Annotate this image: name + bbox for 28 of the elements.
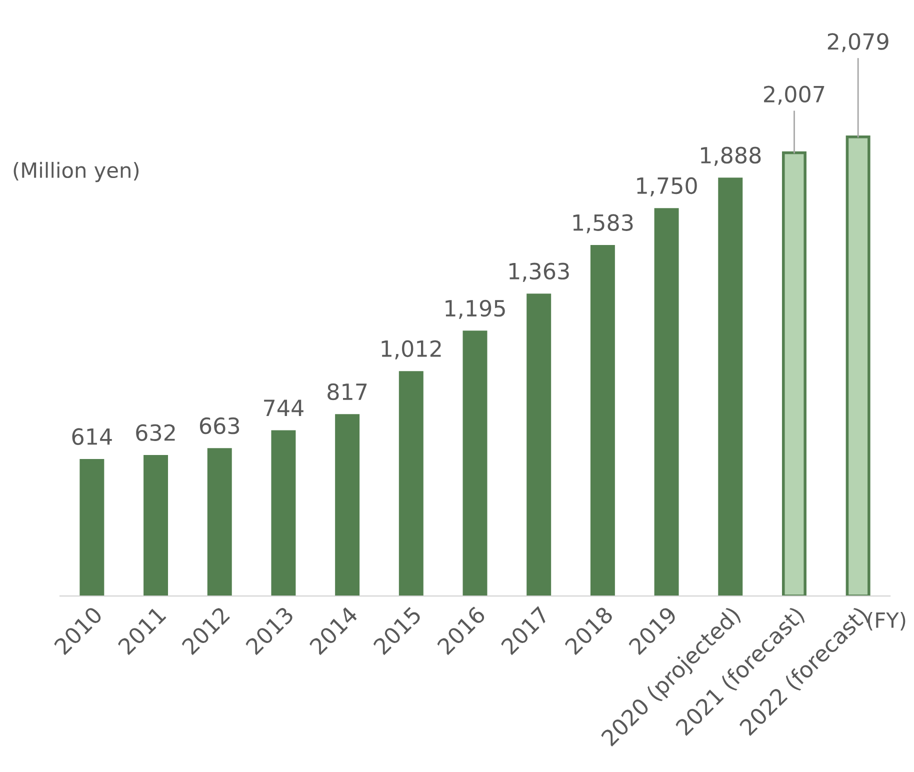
data-label: 1,195 [446,300,505,319]
bar [144,455,168,596]
data-label: 2,079 [828,33,888,52]
bar [654,208,679,596]
bar [526,294,552,596]
data-label: 663 [200,417,240,434]
annotation: (Million yen) [14,162,139,182]
bar [718,178,743,596]
data-label: 1,583 [573,214,633,234]
bar [782,151,806,596]
data-label: 1,363 [509,262,569,282]
text: (FY) [868,612,906,630]
bar [590,244,615,596]
bar [80,459,104,596]
bar [846,135,870,596]
data-label: 1,750 [637,177,697,196]
bar [207,448,232,596]
data-label: 1,012 [382,340,441,360]
bar [271,430,296,596]
data-label: 1,888 [701,146,761,166]
data-label: 632 [136,424,175,441]
bar [398,371,424,596]
data-label: 744 [264,400,304,416]
data-label: 614 [72,428,112,445]
bar [462,330,488,596]
data-label: 2,007 [764,86,824,105]
bar [335,414,360,596]
data-label: 817 [328,383,367,400]
